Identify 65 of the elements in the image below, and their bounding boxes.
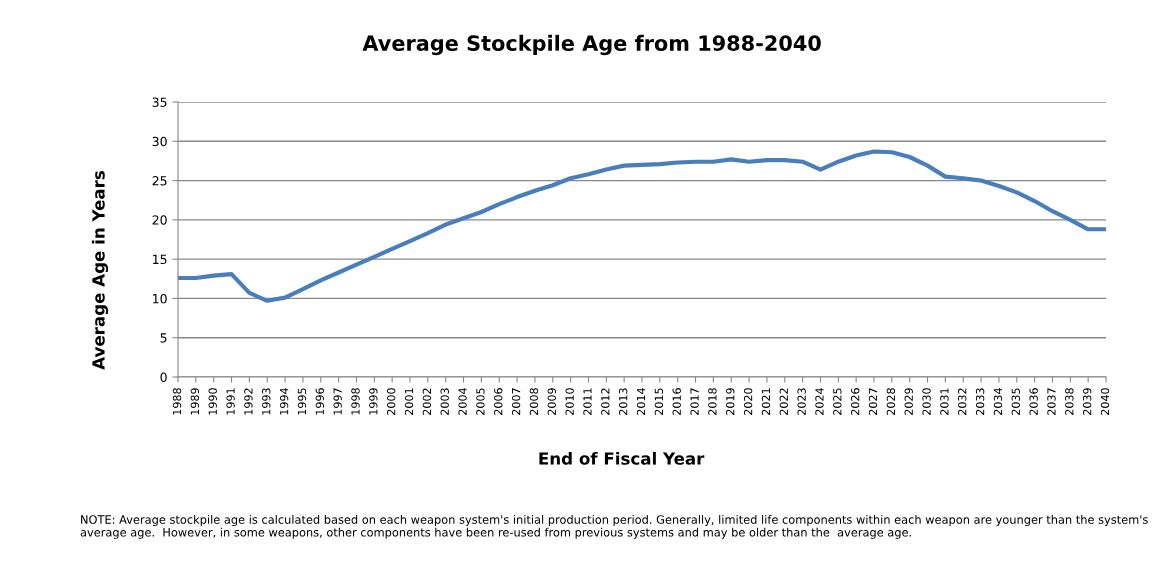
x-tick-label: 2030 [922, 388, 931, 415]
x-tick-label: 2016 [672, 388, 681, 415]
x-tick-label: 1988 [172, 388, 182, 415]
x-tick-label: 1994 [279, 388, 289, 415]
x-tick-label: 1990 [208, 388, 217, 415]
x-tick-label: 2023 [797, 388, 806, 415]
x-tick-label: 2038 [1065, 388, 1074, 415]
x-tick-label: 2020 [743, 388, 753, 415]
x-tick-label: 2028 [886, 388, 896, 415]
y-tick-label: 5 [160, 333, 167, 343]
x-tick-label: 1993 [262, 388, 271, 415]
x-tick-label: 2035 [1011, 388, 1020, 415]
x-tick-label: 2014 [636, 388, 646, 415]
x-tick-label: 2033 [975, 388, 985, 415]
y-tick-label: 35 [152, 97, 167, 107]
x-tick-label: 1989 [190, 388, 200, 415]
y-tick-label: 25 [152, 176, 167, 186]
x-tick-label: 2003 [440, 388, 449, 415]
x-tick-label: 2007 [511, 388, 521, 415]
x-tick-label: 2037 [1047, 388, 1056, 415]
x-tick-label: 2012 [601, 388, 610, 415]
x-tick-label: 2039 [1082, 388, 1092, 415]
x-tick-label: 2008 [529, 388, 539, 415]
x-tick-label: 1997 [333, 388, 342, 415]
x-tick-label: 2000 [386, 388, 396, 415]
x-tick-label: 2009 [547, 388, 556, 415]
y-tick-label: 15 [153, 254, 167, 265]
x-tick-label: 2040 [1100, 388, 1110, 415]
x-tick-label: 2034 [993, 388, 1003, 415]
x-tick-label: 2029 [904, 388, 913, 415]
y-tick-label: 10 [153, 293, 167, 304]
x-tick-label: 2027 [868, 388, 878, 415]
x-tick-label: 1995 [297, 388, 307, 415]
x-tick-label: 2026 [850, 388, 860, 415]
x-tick-label: 2022 [779, 388, 788, 415]
x-tick-label: 2011 [583, 388, 592, 415]
x-tick-label: 2005 [476, 388, 485, 415]
x-tick-label: 2021 [761, 388, 771, 415]
x-tick-label: 1996 [315, 388, 324, 415]
y-tick-label: 0 [160, 372, 167, 382]
x-tick-label: 1992 [244, 388, 253, 415]
x-tick-label: 2004 [458, 388, 467, 415]
x-axis-title: End of Fiscal Year [539, 451, 705, 465]
x-tick-label: 2036 [1029, 388, 1038, 415]
x-tick-label: 2025 [833, 388, 842, 415]
x-tick-label: 2017 [690, 388, 699, 415]
x-tick-label: 2013 [618, 388, 628, 415]
chart-title: Average Stockpile Age from 1988-2040 [362, 34, 821, 56]
x-tick-label: 2031 [940, 388, 949, 415]
x-tick-label: 2024 [815, 388, 824, 415]
y-tick-label: 30 [152, 136, 167, 147]
x-tick-label: 2019 [726, 388, 735, 415]
x-tick-label: 1999 [369, 388, 378, 415]
x-tick-label: 1991 [226, 388, 235, 415]
x-tick-label: 2001 [404, 388, 414, 415]
x-tick-label: 2018 [708, 388, 717, 415]
x-tick-label: 2006 [494, 388, 503, 415]
text: NOTE: Average stockpile age is calculated based on each weapon system's initial production period. Generally, limited life components within each weapon are younger than the system's average age. However, in some weapons, other components have been re-used from previous systems and may be older than the average age. [80, 515, 1148, 539]
x-tick-label: 2032 [958, 388, 967, 415]
x-tick-label: 2015 [654, 388, 664, 415]
y-axis-title: Average Age in Years [91, 171, 109, 370]
x-tick-label: 2010 [565, 388, 574, 415]
x-tick-label: 2002 [422, 388, 432, 415]
y-tick-label: 20 [152, 215, 167, 225]
x-tick-label: 1998 [351, 388, 360, 415]
